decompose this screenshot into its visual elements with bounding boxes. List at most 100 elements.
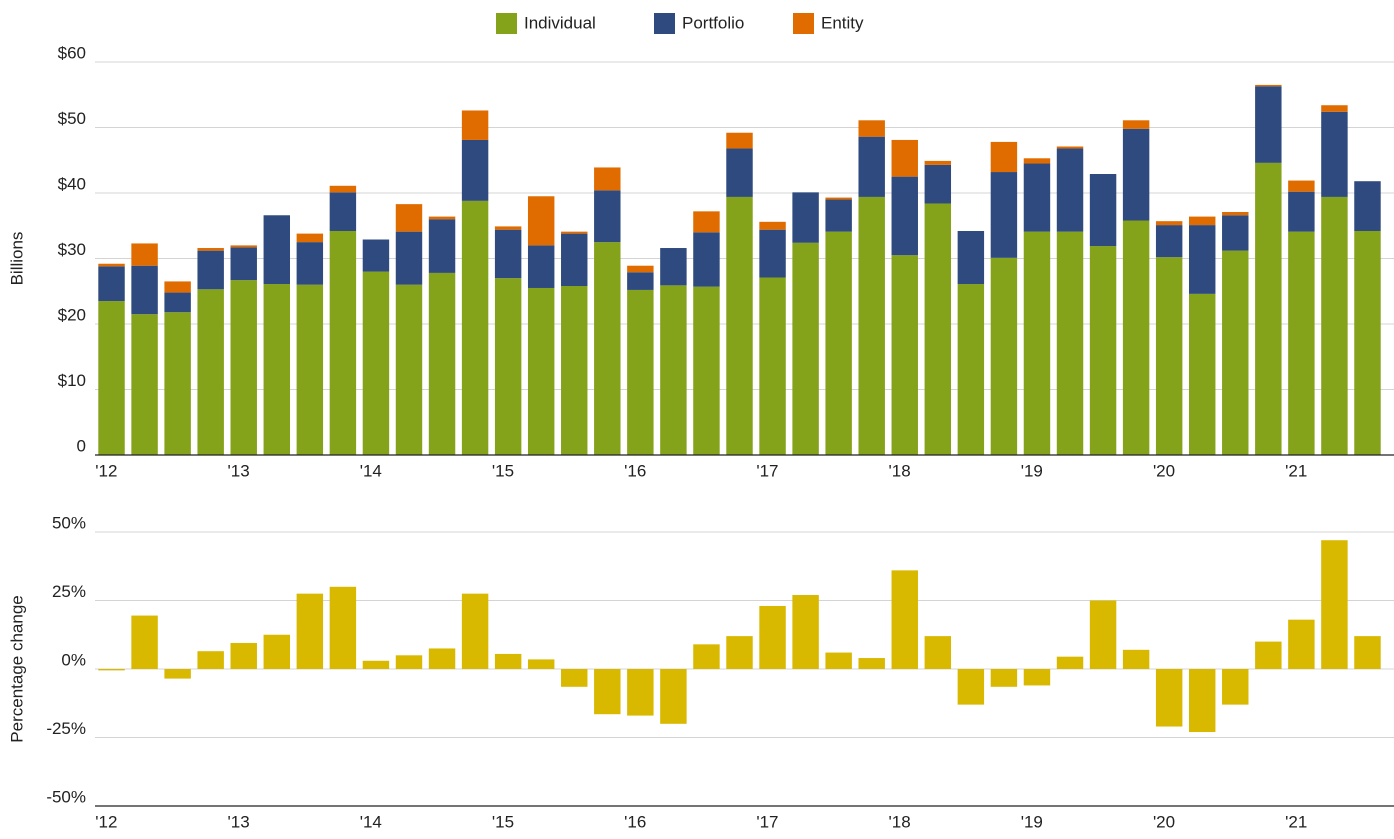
bar — [1222, 669, 1249, 705]
bar-segment — [561, 231, 588, 234]
bar-segment — [527, 287, 555, 455]
bar — [561, 669, 588, 687]
bar-segment — [1188, 216, 1216, 226]
bar-segment — [924, 164, 952, 204]
bar — [1122, 649, 1150, 669]
bar-segment — [1255, 84, 1282, 87]
bar-segment — [461, 200, 489, 455]
bar-segment — [792, 192, 819, 243]
y-tick-label: 50% — [52, 513, 86, 532]
bar — [693, 644, 720, 669]
bar-segment — [461, 139, 489, 201]
bar — [98, 669, 125, 671]
bar — [891, 570, 918, 669]
bar-segment — [825, 199, 852, 232]
bar-segment — [924, 203, 952, 455]
bar-segment — [428, 219, 456, 273]
bar-segment — [825, 197, 852, 200]
y-tick-label: $10 — [58, 371, 86, 390]
bar-segment — [924, 160, 952, 165]
bar — [461, 593, 489, 669]
x-tick-label: '17 — [756, 461, 778, 480]
bar-segment — [197, 248, 224, 251]
bar-segment — [891, 176, 918, 256]
bar — [759, 605, 786, 669]
bar-segment — [1089, 174, 1117, 247]
bar — [1023, 669, 1051, 686]
bar-segment — [1188, 225, 1216, 294]
bar-segment — [230, 245, 257, 248]
y-tick-label: $20 — [58, 305, 86, 324]
bar — [1288, 619, 1315, 669]
bar-segment — [693, 286, 720, 455]
y-tick-label: $50 — [58, 109, 86, 128]
bar-segment — [164, 281, 191, 293]
bar-segment — [1122, 220, 1150, 455]
legend-swatch — [496, 13, 517, 34]
bar-segment — [197, 289, 224, 455]
bar-segment — [1288, 180, 1315, 192]
bar-segment — [660, 285, 687, 455]
bar-segment — [131, 314, 158, 455]
bar — [1354, 636, 1381, 669]
y-axis-title: Percentage change — [7, 595, 26, 742]
bar-segment — [561, 233, 588, 287]
bar-segment — [660, 248, 687, 286]
x-tick-label: '18 — [889, 812, 911, 831]
bar — [1056, 656, 1084, 669]
bar-segment — [1155, 221, 1183, 226]
bar — [164, 669, 191, 679]
bar — [792, 595, 819, 669]
x-tick-label: '16 — [624, 461, 646, 480]
bar-segment — [1288, 191, 1315, 232]
bar-segment — [759, 229, 786, 278]
bar — [329, 586, 357, 669]
y-tick-label: $40 — [58, 174, 86, 193]
bar-segment — [1222, 211, 1249, 216]
bar — [1155, 669, 1183, 727]
x-tick-label: '20 — [1153, 461, 1175, 480]
bar-segment — [1321, 105, 1348, 112]
bar — [627, 669, 654, 716]
bar-segment — [594, 167, 621, 191]
bar — [1321, 540, 1348, 669]
bar-segment — [858, 136, 885, 197]
x-tick-label: '16 — [624, 812, 646, 831]
bar-segment — [395, 204, 423, 232]
bar — [1188, 669, 1216, 733]
bar-segment — [1288, 231, 1315, 455]
bar-segment — [131, 243, 158, 266]
bar-segment — [527, 196, 555, 246]
bar — [858, 658, 885, 669]
x-tick-label: '15 — [492, 461, 514, 480]
bar-segment — [428, 216, 456, 220]
legend-label: Entity — [821, 13, 864, 32]
bar-segment — [164, 312, 191, 455]
x-tick-label: '12 — [95, 461, 117, 480]
bar-segment — [759, 277, 786, 455]
bar — [428, 648, 456, 669]
x-tick-label: '21 — [1285, 461, 1307, 480]
bar-segment — [1188, 293, 1216, 455]
bar-segment — [230, 280, 257, 455]
bar-segment — [858, 120, 885, 137]
bar-segment — [561, 286, 588, 455]
x-tick-label: '17 — [756, 812, 778, 831]
bar-segment — [1354, 181, 1381, 231]
bar — [825, 652, 852, 669]
bar-segment — [1023, 158, 1051, 164]
bar-segment — [891, 255, 918, 455]
bar-segment — [627, 289, 654, 455]
bar — [362, 660, 390, 669]
y-tick-label: 0 — [77, 436, 86, 455]
bar — [395, 655, 423, 669]
bar-segment — [1321, 196, 1348, 455]
bar — [1089, 600, 1117, 669]
bar — [263, 634, 291, 669]
bar-segment — [527, 245, 555, 288]
bar — [197, 651, 224, 669]
bar — [1255, 641, 1282, 669]
bar-segment — [1122, 120, 1150, 129]
bar-segment — [726, 148, 753, 197]
bar-segment — [726, 132, 753, 149]
